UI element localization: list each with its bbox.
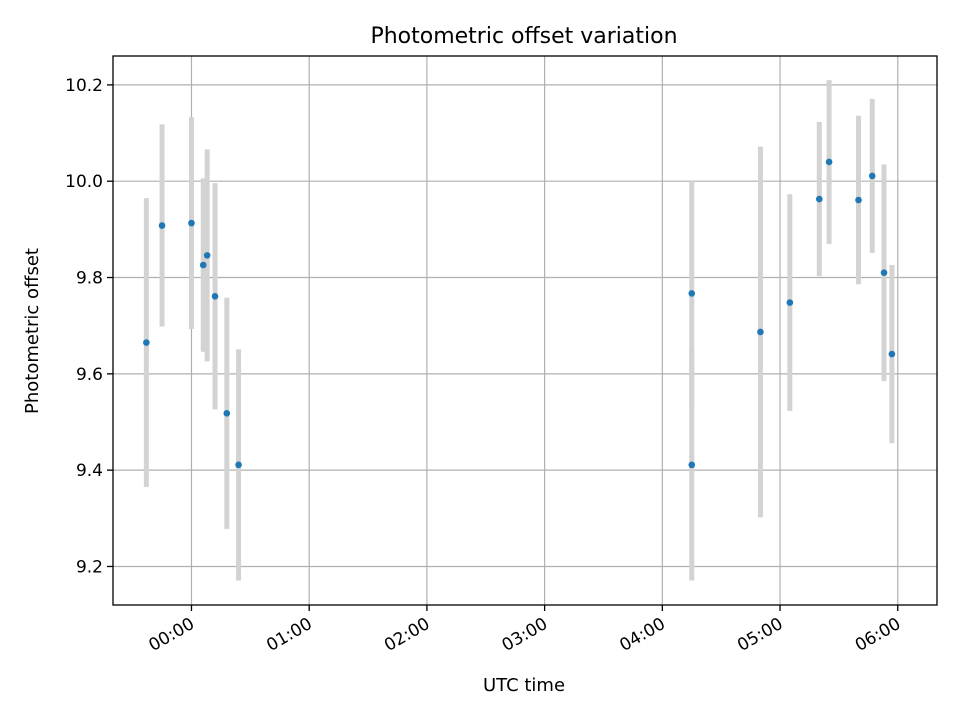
data-point [188, 219, 195, 227]
y-axis-label: Photometric offset [22, 248, 43, 414]
x-tick-label: 01:00 [263, 614, 315, 656]
data-point [688, 290, 696, 297]
x-tick-label: 03:00 [499, 614, 551, 656]
x-tick-label: 06:00 [852, 614, 904, 656]
data-point [880, 269, 888, 277]
y-tick-label: 9.8 [76, 269, 103, 289]
data-point [223, 410, 231, 417]
data-point [825, 158, 833, 166]
data-point [211, 293, 219, 300]
grid-layer [113, 56, 937, 605]
data-point [786, 299, 794, 306]
data-point [688, 461, 696, 469]
x-tick-label: 04:00 [616, 614, 668, 656]
data-point [868, 172, 876, 180]
x-axis-label: UTC time [483, 675, 565, 696]
data-point [158, 222, 166, 229]
y-tick-label: 10.0 [65, 172, 103, 192]
x-tick-label: 05:00 [734, 614, 786, 656]
data-point [203, 252, 211, 259]
y-tick-label: 10.2 [65, 76, 103, 96]
y-tick-label: 9.2 [76, 557, 103, 577]
x-tick-label: 02:00 [381, 614, 433, 656]
data-point [143, 339, 150, 346]
point-layer [143, 158, 896, 469]
chart-title: Photometric offset variation [370, 24, 677, 49]
data-point [757, 328, 764, 336]
data-point [855, 196, 862, 204]
y-tick-label: 9.6 [76, 365, 103, 385]
y-tick-label: 9.4 [76, 461, 103, 481]
data-point [235, 461, 242, 469]
data-point [888, 350, 896, 358]
x-tick-label: 00:00 [146, 614, 198, 656]
data-point [815, 195, 823, 203]
plot-area-frame [112, 55, 938, 606]
data-point [199, 261, 207, 269]
